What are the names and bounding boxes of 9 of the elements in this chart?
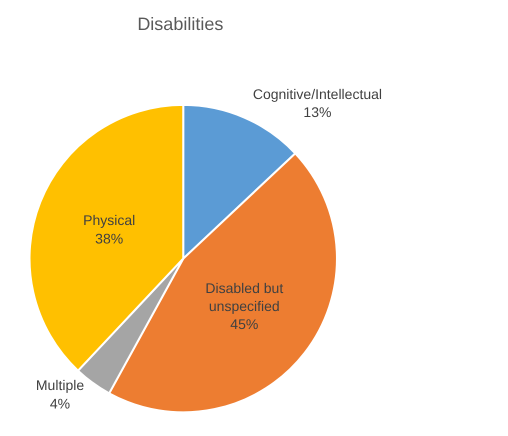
- data-label: 13%: [303, 104, 332, 120]
- slice-label: Physical: [83, 212, 136, 228]
- data-label: 4%: [50, 395, 70, 412]
- chart-title: Disabilities: [137, 14, 224, 34]
- slice-label: Disabled but unspecified: [205, 280, 284, 314]
- data-label: 45%: [230, 316, 258, 332]
- slice-label: Cognitive/Intellectual: [252, 86, 382, 102]
- data-label: 38%: [95, 230, 124, 246]
- slice-label: Multiple: [36, 377, 84, 394]
